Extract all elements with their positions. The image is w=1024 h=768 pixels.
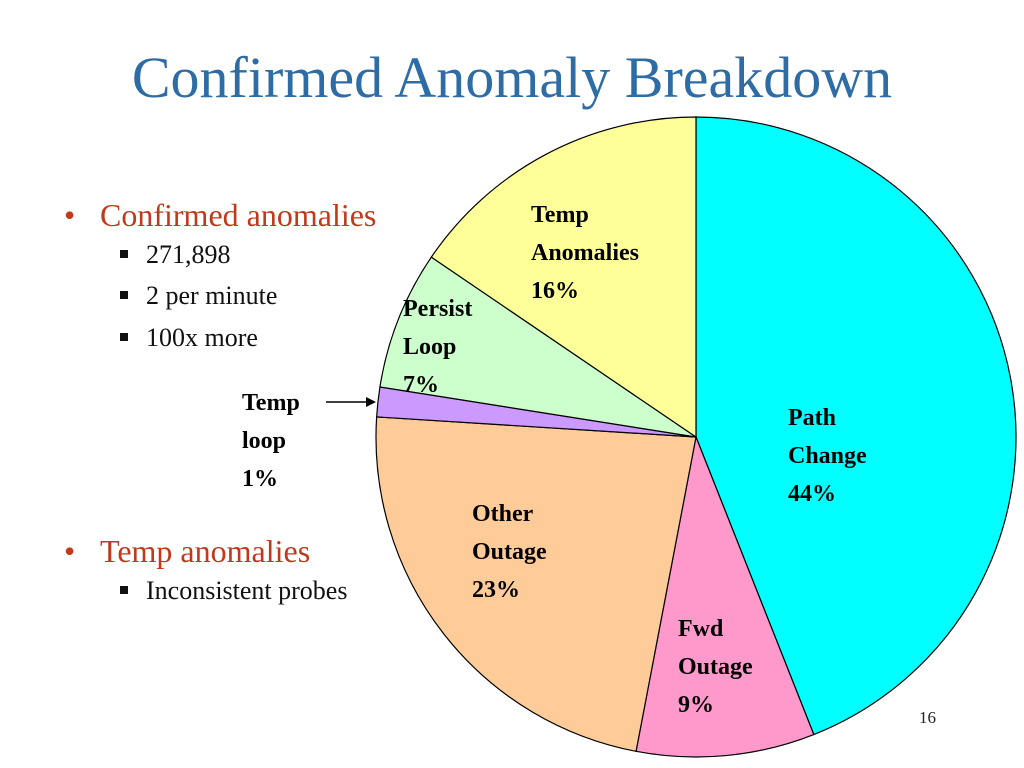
- pie-slice-fwd-outage: [635, 434, 815, 758]
- pie-slice-other-outage: [375, 416, 697, 753]
- sub-bullet-more: 100x more: [60, 317, 376, 358]
- page-number: 16: [919, 708, 936, 727]
- sub-bullet-inconsistent: Inconsistent probes: [60, 570, 347, 611]
- bullet-confirmed-anomalies: Confirmed anomalies: [60, 196, 376, 235]
- bullet-temp-anomalies: Temp anomalies: [60, 532, 347, 571]
- slice-label-temp-anomalies: Temp Anomalies 16%: [531, 202, 639, 304]
- slice-label-temp-loop: Temp loop 1%: [242, 390, 300, 492]
- pie-slice-path-change: [695, 116, 1017, 736]
- bullet-list-confirmed: Confirmed anomalies 271,898 2 per minute…: [60, 196, 376, 358]
- bullet-list-temp: Temp anomalies Inconsistent probes: [60, 532, 347, 611]
- slice-label-path-change: Path Change 44%: [788, 405, 867, 507]
- sub-bullet-rate: 2 per minute: [60, 275, 376, 316]
- pie-slice-temp-anomalies: [430, 116, 697, 439]
- slice-label-persist-loop: Persist Loop 7%: [403, 296, 472, 398]
- slide-title: Confirmed Anomaly Breakdown: [131, 45, 893, 110]
- pie-slice-persist-loop: [379, 256, 697, 438]
- slice-label-other-outage: Other Outage 23%: [472, 501, 547, 603]
- sub-bullet-count: 271,898: [60, 234, 376, 275]
- temp-loop-arrowhead: [366, 397, 376, 407]
- pie-labels: Path Change 44% Fwd Outage 9% Other Outage 23% Te…: [242, 202, 867, 718]
- slice-label-fwd-outage: Fwd Outage 9%: [678, 616, 753, 718]
- pie-slices: [375, 116, 1017, 758]
